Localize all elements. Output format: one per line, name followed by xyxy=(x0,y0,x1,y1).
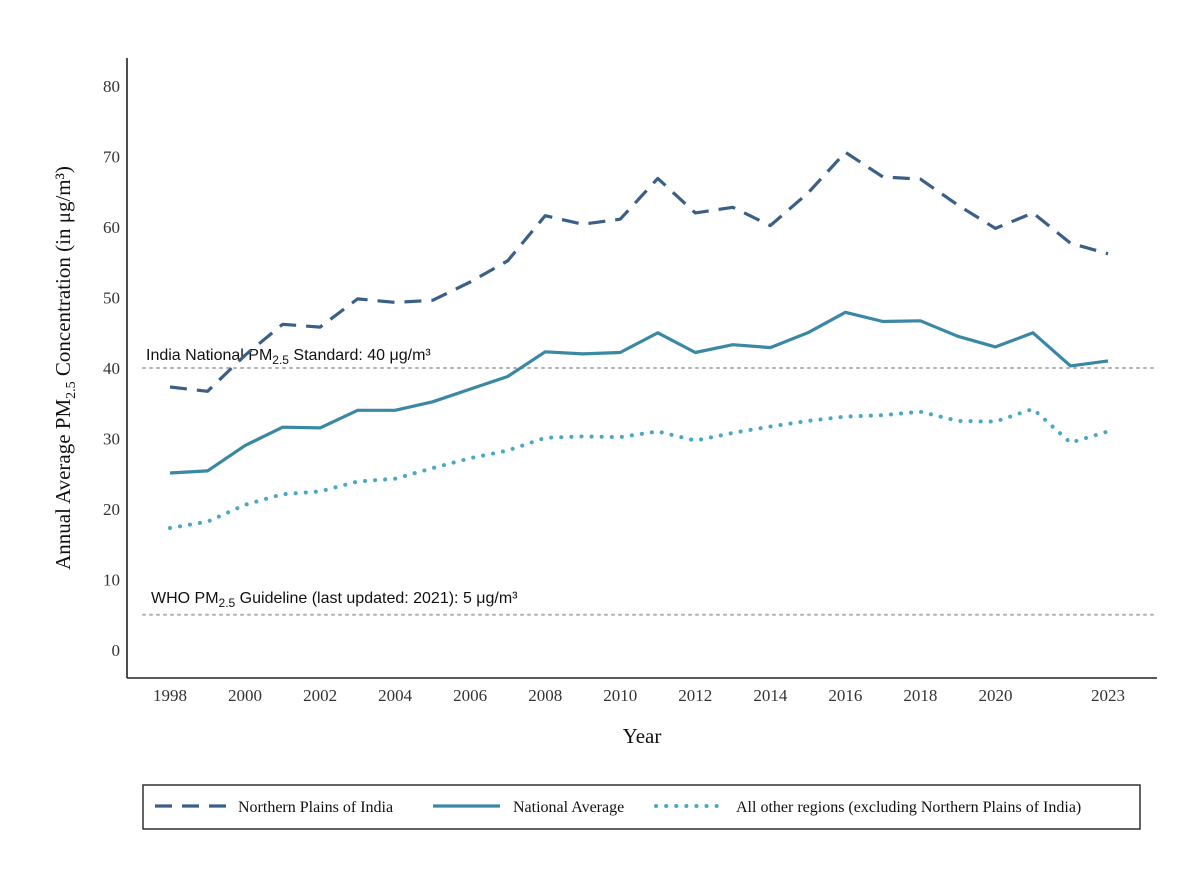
x-tick-label: 2004 xyxy=(378,686,413,705)
axes: 0 10 20 30 40 50 60 70 80 1998 2000 2002 2004 2006 200… xyxy=(51,58,1157,748)
y-tick-label: 50 xyxy=(103,289,120,308)
x-axis-label: Year xyxy=(623,724,662,748)
reference-lines: India National PM2.5 Standard: 40 μg/m³ W… xyxy=(142,347,1158,616)
y-tick-label: 60 xyxy=(103,218,120,237)
x-tick-label: 2014 xyxy=(753,686,788,705)
x-tick-label: 2006 xyxy=(453,686,487,705)
legend-label: Northern Plains of India xyxy=(238,799,393,816)
y-tick-label: 10 xyxy=(103,571,120,590)
y-tick-label: 0 xyxy=(112,641,121,660)
series-lines xyxy=(168,150,1110,530)
y-axis-label: Annual Average PM2.5 Concentration (in μ… xyxy=(51,166,79,570)
x-tick-label: 2008 xyxy=(528,686,562,705)
x-tick-label: 2000 xyxy=(228,686,262,705)
series-line-dotted xyxy=(168,406,1110,530)
y-tick-label: 40 xyxy=(103,359,120,378)
reference-line-label: WHO PM2.5 Guideline (last updated: 2021)… xyxy=(151,590,518,610)
x-tick-label: 2020 xyxy=(978,686,1012,705)
x-tick-label: 2010 xyxy=(603,686,637,705)
reference-line-label: India National PM2.5 Standard: 40 μg/m³ xyxy=(146,347,431,367)
y-tick-label: 30 xyxy=(103,430,120,449)
x-tick-label: 2012 xyxy=(678,686,712,705)
legend-label: National Average xyxy=(513,799,624,816)
legend: Northern Plains of India National Average… xyxy=(142,784,1141,830)
legend-box xyxy=(142,784,1141,830)
legend-label: All other regions (excluding Northern Pl… xyxy=(736,799,1081,816)
y-tick-label: 70 xyxy=(103,148,120,167)
y-tick-label: 80 xyxy=(103,77,120,96)
series-line-solid xyxy=(169,310,1109,475)
x-tick-label: 1998 xyxy=(153,686,187,705)
x-tick-label: 2002 xyxy=(303,686,337,705)
y-tick-label: 20 xyxy=(103,500,120,519)
x-tick-label: 2023 xyxy=(1091,686,1125,705)
x-tick-label: 2016 xyxy=(828,686,862,705)
series-line-dashed xyxy=(169,150,1109,393)
x-tick-label: 2018 xyxy=(903,686,937,705)
